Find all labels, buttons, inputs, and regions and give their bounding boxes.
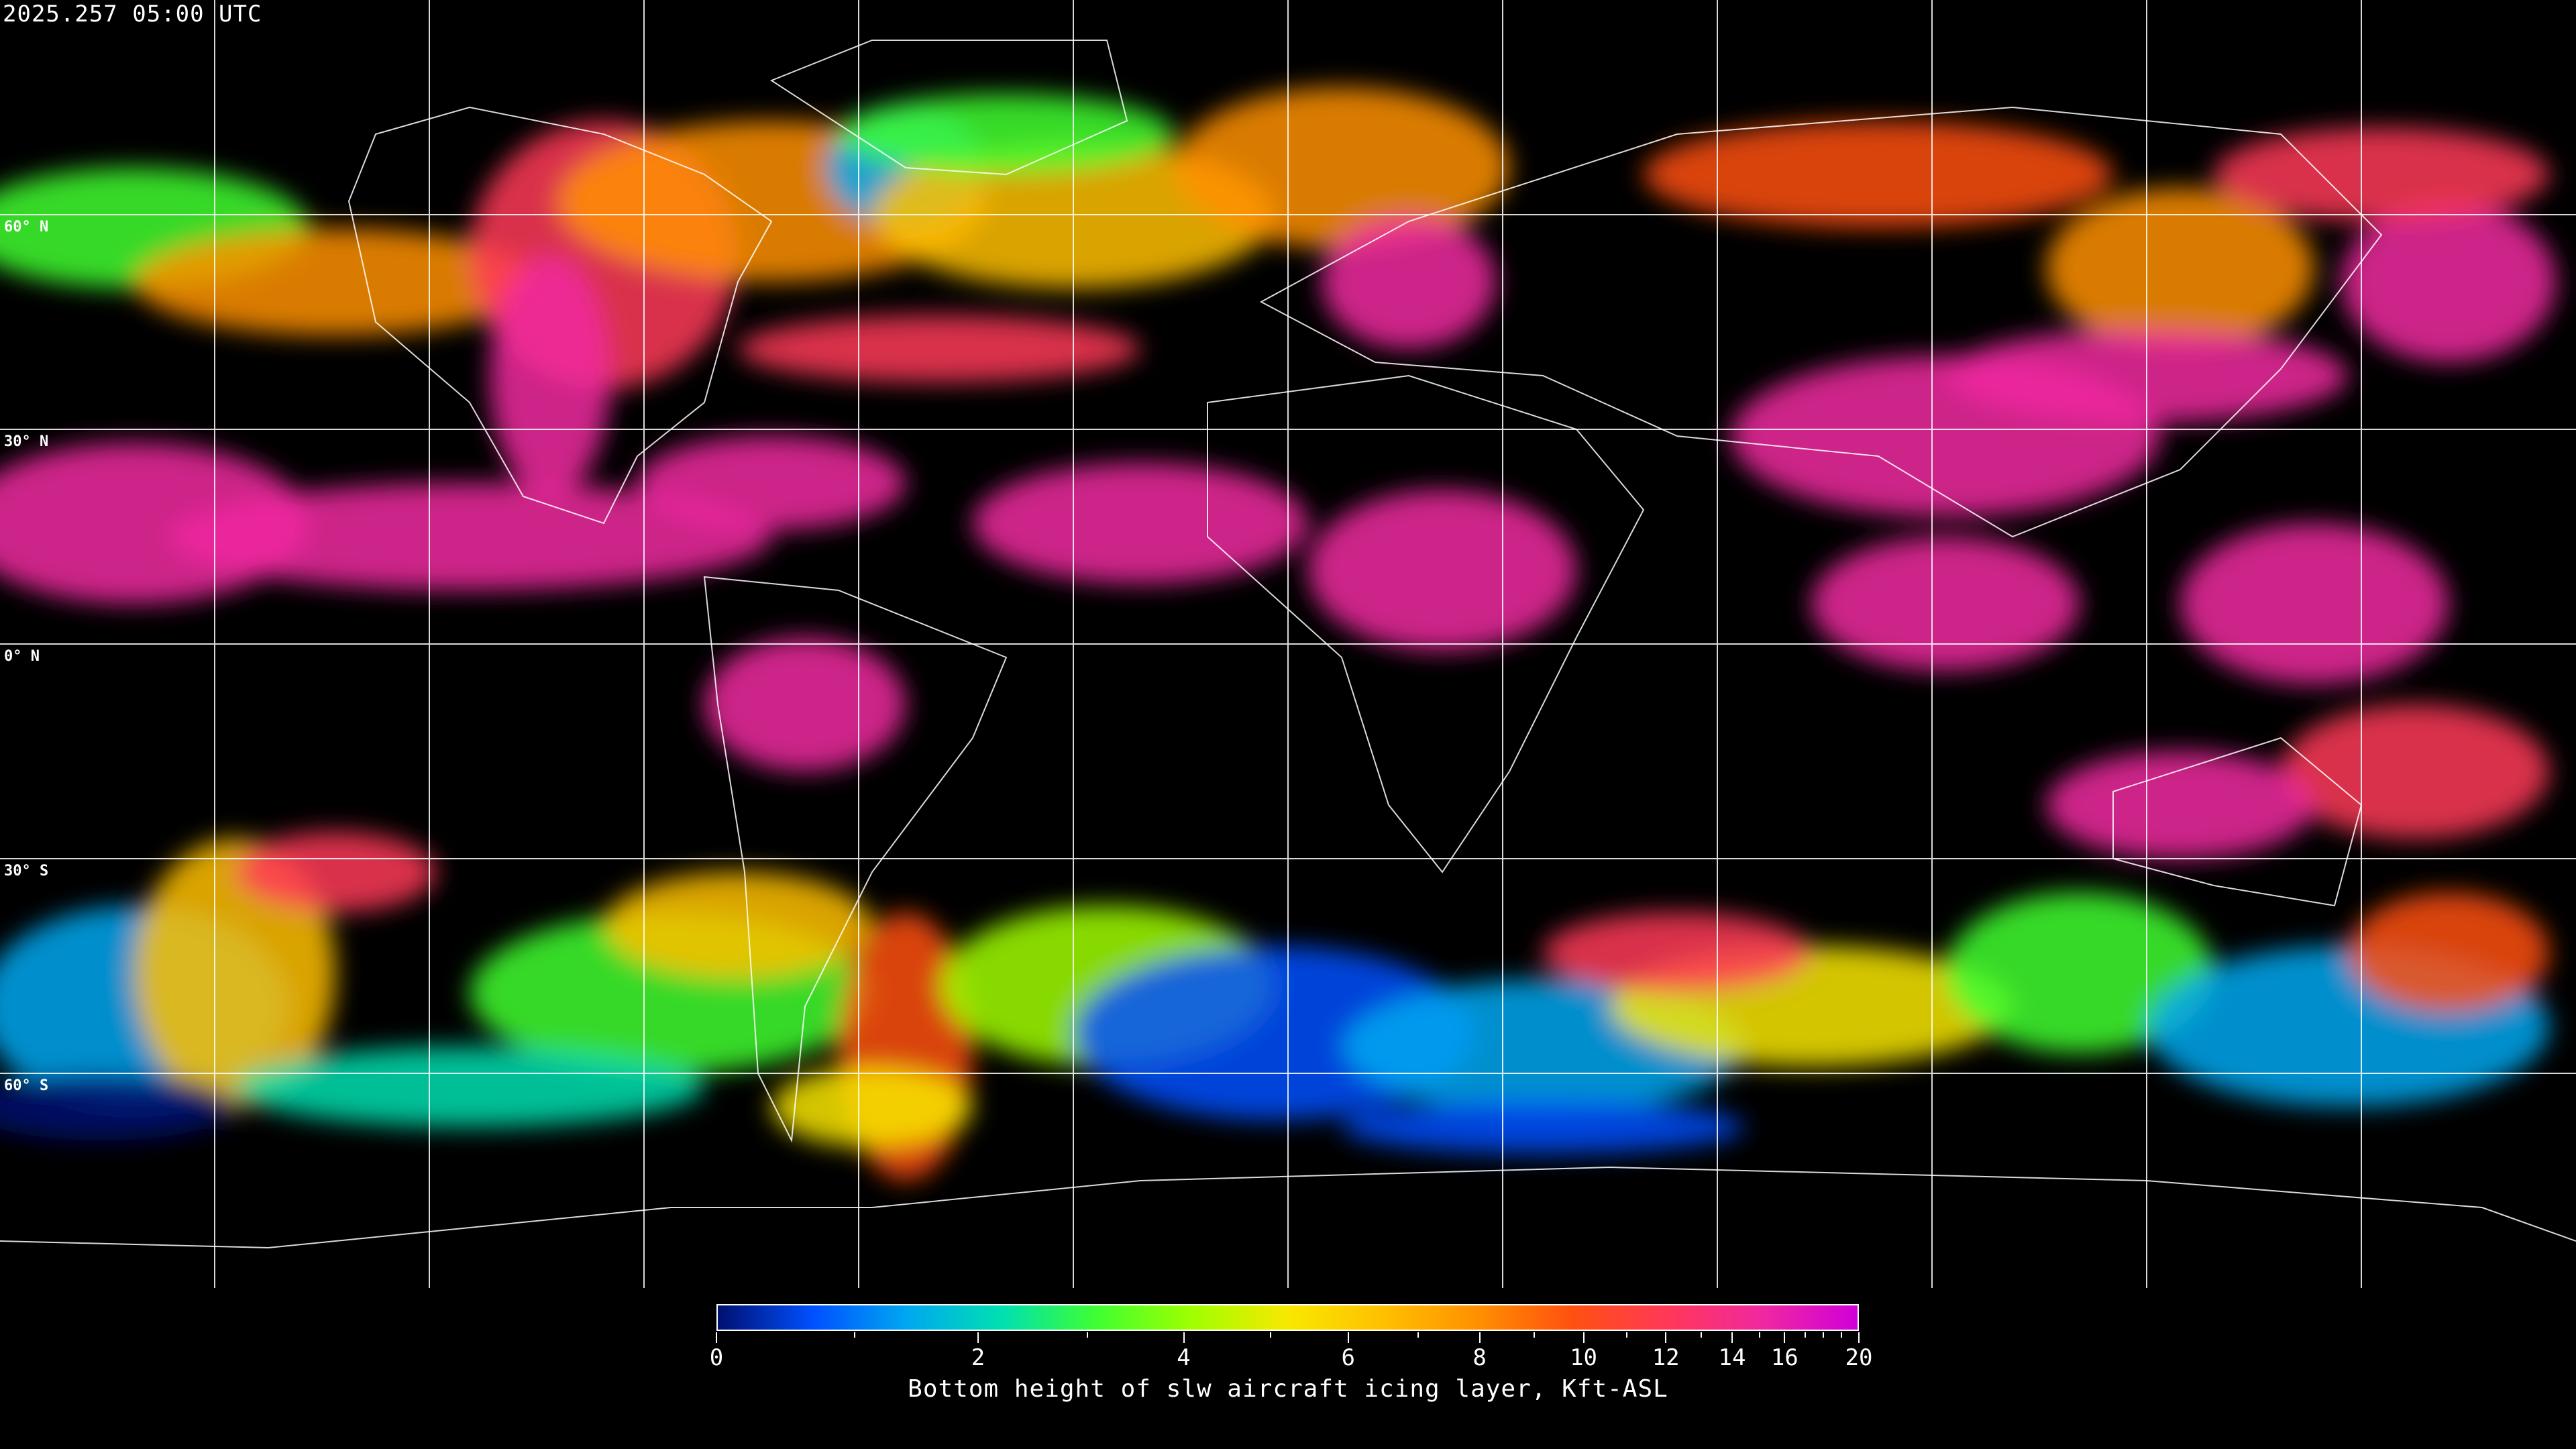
lat-label-60n: 60° N [4, 219, 49, 235]
colorbar-minor-tick [1700, 1332, 1702, 1338]
coastline [0, 1166, 2576, 1249]
lat-label-60s: 60° S [4, 1077, 49, 1094]
lat-label-0: 0° N [4, 648, 40, 665]
cloud-region [235, 1046, 704, 1127]
cloud-region [0, 1073, 235, 1140]
colorbar-tick-label: 20 [1845, 1344, 1873, 1371]
colorbar-major-tick [716, 1332, 717, 1343]
cloud-region [738, 315, 1140, 382]
cloud-region [2046, 751, 2314, 859]
colorbar-label: Bottom height of slw aircraft icing laye… [908, 1375, 1668, 1403]
cloud-region [704, 637, 906, 771]
colorbar-major-tick [977, 1332, 979, 1343]
colorbar-minor-tick [1823, 1332, 1825, 1338]
cloud-icing-field [0, 87, 2556, 1181]
world-map [0, 0, 2576, 1288]
colorbar-minor-tick [1417, 1332, 1419, 1338]
colorbar-minor-tick [854, 1332, 856, 1338]
cloud-region [134, 228, 537, 335]
colorbar-tick-label: 16 [1770, 1344, 1799, 1371]
cloud-region [2214, 127, 2549, 221]
timestamp-title: 2025.257 05:00 UTC [3, 1, 262, 28]
colorbar-minor-tick [1269, 1332, 1271, 1338]
cloud-region [973, 463, 1308, 584]
cloud-region [1308, 490, 1576, 651]
colorbar-major-tick [1784, 1332, 1786, 1343]
colorbar-tick-label: 12 [1652, 1344, 1680, 1371]
colorbar-minor-tick [1804, 1332, 1806, 1338]
coastline [769, 40, 1128, 176]
colorbar-minor-tick [1841, 1332, 1843, 1338]
cloud-region [168, 483, 771, 590]
cloud-region [1543, 912, 1811, 993]
colorbar-minor-tick [1758, 1332, 1760, 1338]
colorbar-tick-label: 2 [971, 1344, 985, 1371]
colorbar-major-tick [1183, 1332, 1185, 1343]
cloud-region [839, 94, 1174, 174]
coastline [1259, 106, 2383, 538]
colorbar-ticks: 0 2 4 6 8 10 12 14 16 20 [710, 1332, 1872, 1386]
lat-lon-grid [0, 0, 2576, 1288]
cloud-region [2281, 704, 2549, 839]
cloud-region [604, 872, 872, 979]
colorbar-tick-label: 8 [1472, 1344, 1487, 1371]
colorbar-tick-label: 0 [709, 1344, 724, 1371]
cloud-region [771, 1067, 973, 1147]
colorbar-major-tick [1347, 1332, 1349, 1343]
colorbar-major-tick [1665, 1332, 1667, 1343]
lat-label-30n: 30° N [4, 433, 49, 450]
colorbar-minor-tick [1087, 1332, 1089, 1338]
cloud-region [2341, 201, 2556, 362]
cloud-region [1644, 121, 2113, 228]
lat-label-30s: 30° S [4, 863, 49, 879]
colorbar [716, 1304, 1859, 1331]
cloud-region [1174, 87, 1509, 248]
colorbar-tick-label: 10 [1570, 1344, 1598, 1371]
coastline [1207, 374, 1645, 873]
cloud-region [1342, 1100, 1744, 1154]
cloud-region [2180, 523, 2449, 684]
cloud-region [1322, 215, 1496, 349]
cloud-region [490, 255, 610, 496]
colorbar-major-tick [1582, 1332, 1585, 1343]
colorbar-tick-label: 14 [1718, 1344, 1746, 1371]
colorbar-minor-tick [1534, 1332, 1536, 1338]
coastline [703, 576, 1008, 1143]
cloud-region [1811, 537, 2080, 671]
colorbar-tick-label: 4 [1177, 1344, 1191, 1371]
cloud-region [235, 832, 436, 912]
colorbar-tick-label: 6 [1341, 1344, 1355, 1371]
cloud-region [2046, 188, 2314, 349]
colorbar-major-tick [1858, 1332, 1860, 1343]
cloud-region [637, 436, 906, 530]
colorbar-major-tick [1479, 1332, 1481, 1343]
colorbar-minor-tick [1626, 1332, 1628, 1338]
cloud-region [2348, 892, 2549, 1013]
colorbar-major-tick [1731, 1332, 1733, 1343]
